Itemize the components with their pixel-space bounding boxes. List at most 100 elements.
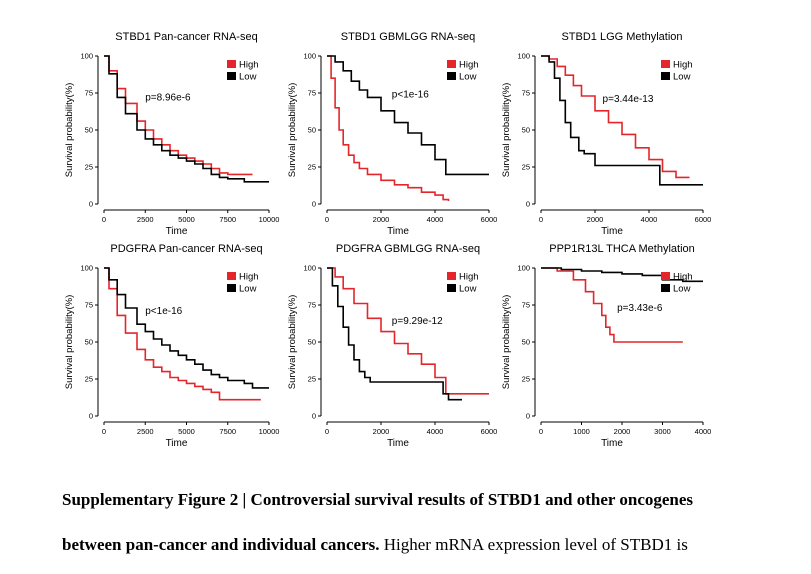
y-tick-label: 25: [308, 163, 316, 172]
x-tick-label: 10000: [259, 427, 280, 436]
series-line-high: [541, 55, 690, 179]
y-tick-label: 0: [312, 412, 316, 421]
legend-swatch-high: [661, 272, 670, 280]
series-line-low: [327, 55, 489, 176]
caption-title: Supplementary Figure 2 | Controversial s…: [62, 490, 694, 509]
y-axis-label: Survival probability(%): [287, 83, 298, 178]
y-tick-label: 25: [522, 375, 530, 384]
survival-chart-1: STBD1 Pan-cancer RNA-seq 0 25 50 75 100 0 2500 5…: [64, 31, 279, 237]
p-value-annotation: p=3.44e-13: [603, 94, 654, 105]
x-tick-label: 2000: [587, 215, 604, 224]
y-axis-label: Survival probability(%): [287, 295, 298, 390]
x-tick-label: 4000: [427, 215, 444, 224]
p-value-annotation: p=8.96e-6: [145, 92, 191, 103]
legend-swatch-high: [661, 60, 670, 68]
y-tick-label: 0: [89, 412, 93, 421]
x-tick-label: 3000: [654, 427, 671, 436]
survival-chart-4: PDGFRA Pan-cancer RNA-seq 0 25 50 75 100 0 2500…: [64, 243, 279, 449]
x-axis-label: Time: [387, 438, 409, 449]
y-tick-label: 50: [308, 126, 316, 135]
y-tick-label: 25: [85, 375, 93, 384]
chart-title: STBD1 Pan-cancer RNA-seq: [115, 31, 257, 43]
legend-label-low: Low: [239, 284, 257, 295]
series-line-high: [327, 55, 450, 201]
caption-line-1: Supplementary Figure 2 | Controversial s…: [62, 490, 762, 510]
legend-label-low: Low: [459, 72, 477, 83]
legend-swatch-low: [227, 284, 236, 292]
x-tick-label: 0: [102, 215, 106, 224]
legend-swatch-low: [447, 72, 456, 80]
x-tick-label: 7500: [219, 215, 236, 224]
y-tick-label: 100: [517, 52, 530, 61]
chart-title: STBD1 LGG Methylation: [561, 31, 682, 43]
x-tick-label: 2500: [137, 427, 154, 436]
y-tick-label: 0: [526, 200, 530, 209]
legend-swatch-low: [447, 284, 456, 292]
legend-label-high: High: [673, 60, 693, 71]
y-tick-label: 75: [85, 89, 93, 98]
x-axis-label: Time: [601, 226, 623, 237]
y-tick-label: 25: [308, 375, 316, 384]
x-axis-label: Time: [387, 226, 409, 237]
y-tick-label: 25: [522, 163, 530, 172]
chart-title: PDGFRA GBMLGG RNA-seq: [336, 243, 480, 255]
y-tick-label: 0: [312, 200, 316, 209]
x-tick-label: 2000: [373, 427, 390, 436]
x-axis-label: Time: [601, 438, 623, 449]
legend-swatch-high: [227, 272, 236, 280]
legend-label-low: Low: [673, 72, 691, 83]
y-tick-label: 100: [303, 264, 316, 273]
y-tick-label: 100: [80, 264, 93, 273]
x-tick-label: 0: [102, 427, 106, 436]
y-tick-label: 50: [85, 126, 93, 135]
legend-label-high: High: [459, 60, 479, 71]
x-tick-label: 0: [539, 427, 543, 436]
y-tick-label: 100: [80, 52, 93, 61]
legend-swatch-high: [447, 272, 456, 280]
x-tick-label: 7500: [219, 427, 236, 436]
series-line-low: [104, 267, 269, 389]
series-line-high: [104, 267, 261, 401]
p-value-annotation: p=3.43e-6: [617, 303, 663, 314]
series-line-high: [541, 267, 683, 343]
y-tick-label: 50: [522, 338, 530, 347]
y-tick-label: 75: [85, 301, 93, 310]
y-tick-label: 75: [308, 301, 316, 310]
chart-title: STBD1 GBMLGG RNA-seq: [341, 31, 475, 43]
y-tick-label: 50: [308, 338, 316, 347]
y-tick-label: 75: [308, 89, 316, 98]
x-axis-label: Time: [166, 226, 188, 237]
y-tick-label: 75: [522, 89, 530, 98]
x-tick-label: 2000: [614, 427, 631, 436]
x-tick-label: 5000: [178, 215, 195, 224]
x-tick-label: 6000: [695, 215, 712, 224]
legend-swatch-high: [447, 60, 456, 68]
x-tick-label: 4000: [427, 427, 444, 436]
x-tick-label: 0: [325, 427, 329, 436]
series-line-high: [327, 267, 489, 395]
survival-chart-3: STBD1 LGG Methylation 0 25 50 75 100 0 2000 4000…: [501, 31, 711, 237]
p-value-annotation: p=9.29e-12: [392, 316, 443, 327]
legend-swatch-low: [661, 284, 670, 292]
legend-label-high: High: [239, 272, 259, 283]
y-tick-label: 50: [85, 338, 93, 347]
x-tick-label: 1000: [573, 427, 590, 436]
y-tick-label: 0: [526, 412, 530, 421]
x-tick-label: 0: [539, 215, 543, 224]
series-line-low: [541, 55, 703, 186]
y-tick-label: 75: [522, 301, 530, 310]
y-axis-label: Survival probability(%): [64, 295, 75, 390]
x-tick-label: 0: [325, 215, 329, 224]
x-tick-label: 6000: [481, 215, 498, 224]
caption-line-2: between pan-cancer and individual cancer…: [62, 535, 762, 555]
caption-bold-text: between pan-cancer and individual cancer…: [62, 535, 380, 554]
y-tick-label: 50: [522, 126, 530, 135]
y-tick-label: 100: [517, 264, 530, 273]
y-tick-label: 0: [89, 200, 93, 209]
legend-label-high: High: [239, 60, 259, 71]
x-tick-label: 4000: [695, 427, 712, 436]
y-tick-label: 25: [85, 163, 93, 172]
series-line-low: [327, 267, 462, 401]
x-tick-label: 5000: [178, 427, 195, 436]
